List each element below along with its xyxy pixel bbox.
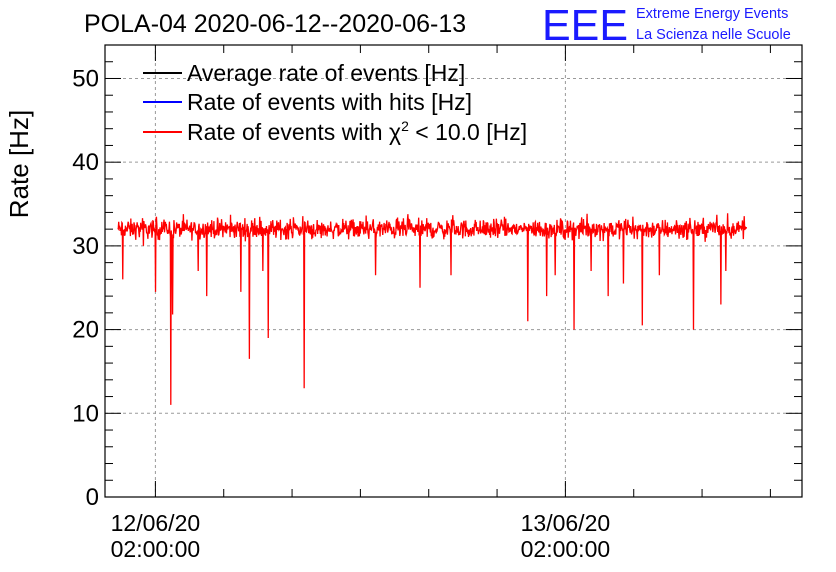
chart-title: POLA-04 2020-06-12--2020-06-13 [84,10,466,38]
x-tick-label-date: 12/06/20 [111,510,201,536]
y-tick-label: 10 [72,400,99,427]
series-line-chi2-rate [117,213,748,405]
axes [104,44,803,498]
x-tick-label-time: 02:00:00 [111,536,201,562]
legend-label: Average rate of events [Hz] [187,60,465,86]
logo-line1: Extreme Energy Events [636,6,788,22]
legend-label: Rate of events with χ2 < 10.0 [Hz] [187,118,527,145]
y-tick-label: 50 [72,65,99,92]
y-tick-label: 30 [72,233,99,260]
y-axis-label: Rate [Hz] [4,110,34,218]
grid [105,45,802,497]
plot-frame [104,44,803,498]
eee-logo: EEE Extreme Energy Events La Scienza nel… [542,1,791,50]
x-tick-label-time: 02:00:00 [521,536,611,562]
legend: Average rate of events [Hz] Rate of event… [143,60,527,145]
plot-area [117,213,748,405]
y-tick-label: 0 [86,484,99,511]
y-tick-label: 40 [72,149,99,176]
y-tick-label: 20 [72,317,99,344]
y-axis-ticks: 0 10 20 30 40 50 [72,65,99,511]
legend-label: Rate of events with hits [Hz] [187,89,472,115]
logo-letters: EEE [542,1,628,50]
logo-line2: La Scienza nelle Scuole [636,27,791,43]
x-tick-label-date: 13/06/20 [521,510,611,536]
